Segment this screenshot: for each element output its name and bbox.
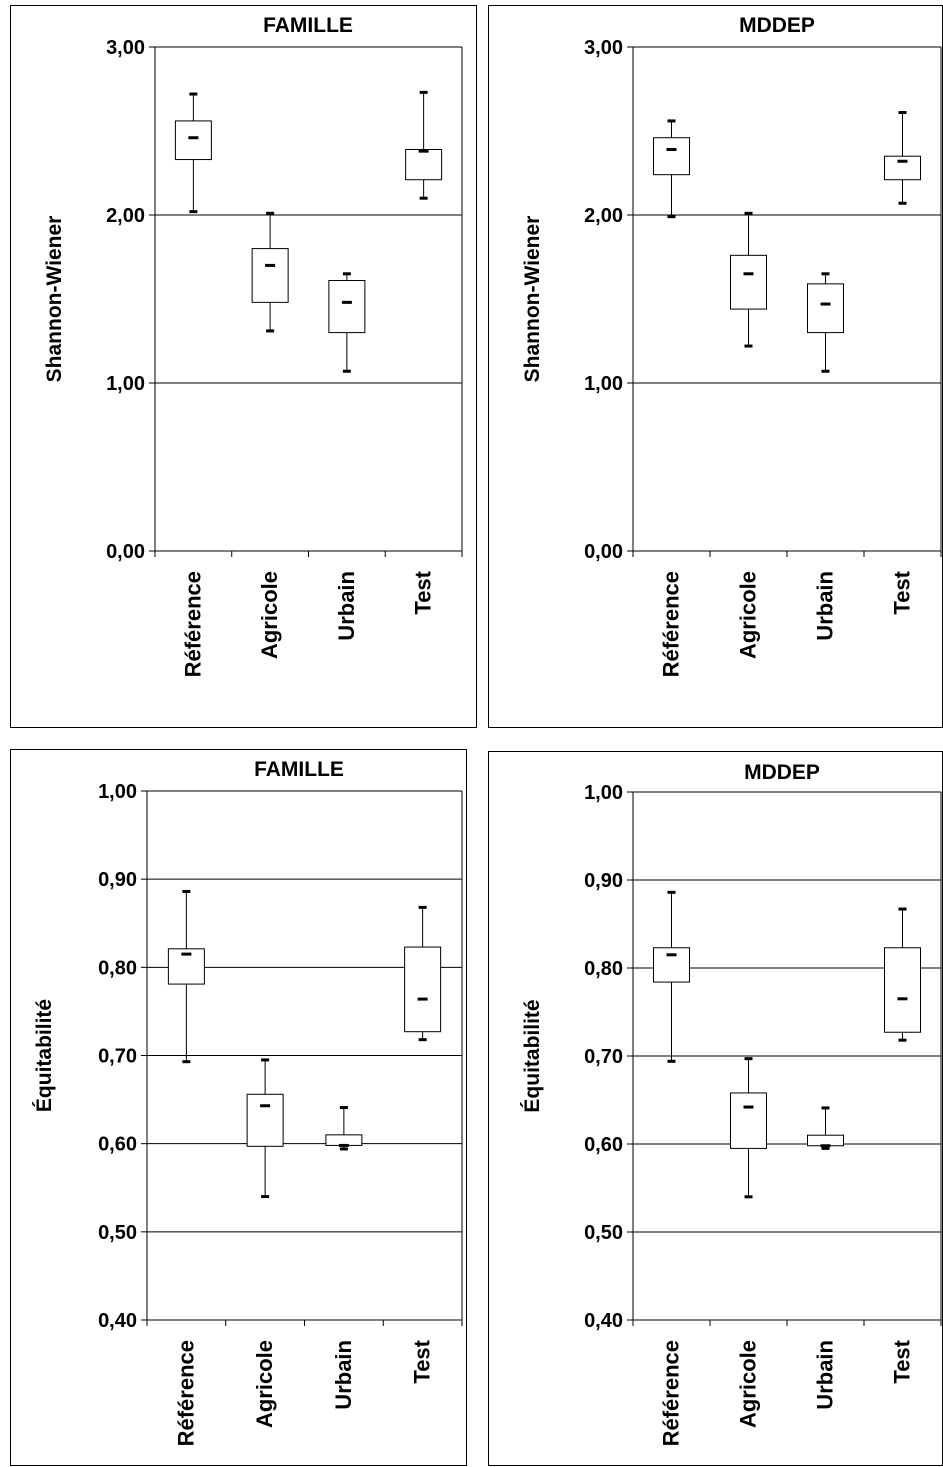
y-tick-label: 0,70 (98, 1046, 137, 1068)
chart-panel-equitabilite-mddep: 0,40 0,50 0,60 0,70 0,80 0,90 1,00 Référence Agr… (488, 751, 943, 1466)
y-tick-label: 0,50 (584, 1222, 623, 1244)
chart-title: MDDEP (744, 761, 820, 784)
category-label: Test (411, 570, 436, 614)
category-label: Référence (173, 1340, 198, 1446)
y-tick-label: 1,00 (98, 781, 137, 803)
y-tick-label: 0,70 (584, 1046, 623, 1068)
category-label: Urbain (813, 1340, 838, 1410)
chart-svg: 0,40 0,50 0,60 0,70 0,80 0,90 1,00 Référence Agr… (521, 761, 942, 1446)
chart-panel-shannon-mddep: 0,00 1,00 2,00 3,00 Référence Agricole Urbain T… (488, 5, 943, 728)
iqr-box (807, 283, 844, 334)
chart-title: FAMILLE (254, 758, 344, 781)
iqr-box (174, 120, 212, 161)
y-tick-label: 3,00 (106, 37, 145, 59)
category-label: Test (410, 1339, 435, 1383)
y-tick-label: 0,80 (98, 957, 137, 979)
y-tick-label: 0,80 (584, 958, 623, 980)
iqr-box (730, 254, 767, 310)
y-tick-label: 0,50 (98, 1222, 137, 1244)
y-tick-label: 3,00 (584, 37, 623, 59)
category-label: Référence (659, 571, 684, 677)
category-label: Agricole (736, 571, 761, 659)
category-label: Agricole (257, 571, 282, 659)
iqr-box (246, 1093, 284, 1147)
chart-title: FAMILLE (263, 14, 353, 37)
y-tick-label: 1,00 (106, 373, 145, 395)
category-label: Test (890, 1339, 915, 1383)
chart-panel-shannon-famille: 0,00 1,00 2,00 3,00 Référence Agricole Urbain T… (10, 5, 477, 728)
y-tick-label: 2,00 (106, 205, 145, 227)
y-tick-label: 1,00 (584, 373, 623, 395)
category-label: Urbain (331, 1340, 356, 1410)
y-axis-label: Shannon-Wiener (521, 216, 544, 383)
iqr-box (325, 1134, 363, 1146)
chart-svg: 0,00 1,00 2,00 3,00 Référence Agricole Urbain T… (521, 14, 942, 677)
iqr-box (404, 946, 442, 1033)
category-label: Référence (180, 571, 205, 677)
y-tick-label: 0,60 (98, 1134, 137, 1156)
iqr-box (653, 947, 690, 983)
y-tick-label: 0,40 (584, 1310, 623, 1332)
y-axis-label: Équitabilité (521, 999, 544, 1112)
category-label: Référence (659, 1340, 684, 1446)
iqr-box (807, 1134, 844, 1147)
category-label: Urbain (813, 571, 838, 641)
y-tick-label: 0,90 (98, 869, 137, 891)
iqr-box (405, 148, 443, 181)
chart-title: MDDEP (739, 14, 815, 37)
category-label: Urbain (334, 571, 359, 641)
chart-svg: 0,40 0,50 0,60 0,70 0,80 0,90 1,00 Référence Agr… (33, 758, 463, 1446)
iqr-box (251, 248, 289, 303)
y-tick-label: 0,00 (106, 541, 145, 563)
chart-svg: 0,00 1,00 2,00 3,00 Référence Agricole Urbain T… (43, 14, 463, 677)
iqr-box (328, 280, 366, 334)
iqr-box (884, 947, 921, 1033)
y-tick-label: 0,60 (584, 1134, 623, 1156)
y-tick-label: 1,00 (584, 782, 623, 804)
y-axis-label: Équitabilité (33, 999, 56, 1112)
y-axis-label: Shannon-Wiener (43, 216, 66, 383)
chart-panel-equitabilite-famille: 0,40 0,50 0,60 0,70 0,80 0,90 1,00 Référence Agr… (10, 749, 467, 1466)
category-label: Agricole (252, 1340, 277, 1428)
y-tick-label: 2,00 (584, 205, 623, 227)
iqr-box (884, 155, 921, 181)
iqr-box (653, 137, 690, 176)
y-tick-label: 0,00 (584, 541, 623, 563)
category-label: Test (890, 570, 915, 614)
category-label: Agricole (736, 1340, 761, 1428)
iqr-box (730, 1092, 767, 1149)
y-tick-label: 0,40 (98, 1310, 137, 1332)
y-tick-label: 0,90 (584, 870, 623, 892)
